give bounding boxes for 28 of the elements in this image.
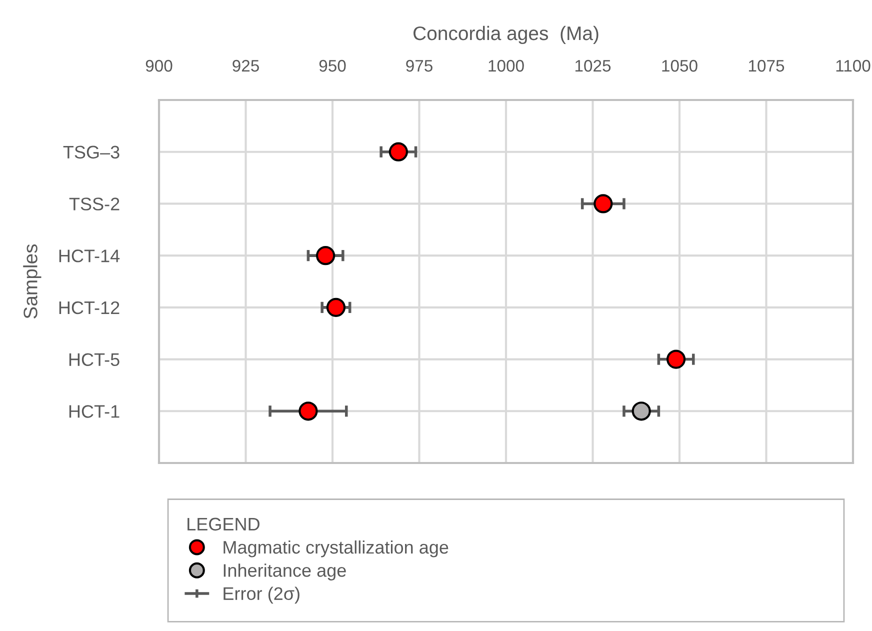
x-tick-label: 1050	[662, 60, 698, 72]
x-tick-label: 1100	[836, 60, 870, 72]
legend-label: Inheritance age	[224, 564, 346, 580]
point	[388, 142, 408, 162]
y-tick-label: TSG–3	[63, 146, 120, 159]
point	[594, 194, 613, 214]
x-tick-label: 975	[406, 60, 432, 72]
legend-label: Magmatic crystallization age	[224, 540, 448, 558]
legend-title: LEGEND	[188, 518, 260, 531]
point	[666, 350, 686, 369]
y-tick-label: HCT-5	[69, 353, 120, 366]
y-tick-label: TSS-2	[69, 198, 120, 210]
point	[316, 246, 336, 266]
x-tick-label: 1000	[488, 60, 524, 72]
y-tick-label: HCT-14	[59, 250, 120, 262]
point	[632, 402, 651, 421]
x-tick-label: 1025	[575, 60, 611, 72]
x-axis-title: Concordia ages (Ma)	[414, 26, 598, 44]
x-tick-label: 1075	[748, 60, 784, 72]
x-tick-label: 950	[319, 60, 346, 72]
x-tick-label: 925	[232, 60, 259, 72]
y-axis-title: Samples	[23, 244, 42, 318]
point	[298, 402, 318, 421]
text: Error (2σ)	[224, 586, 300, 604]
x-tick-label: 900	[146, 60, 172, 72]
y-tick-label: HCT-12	[59, 301, 120, 314]
y-tick-label: HCT-1	[69, 405, 120, 418]
point	[326, 298, 346, 317]
